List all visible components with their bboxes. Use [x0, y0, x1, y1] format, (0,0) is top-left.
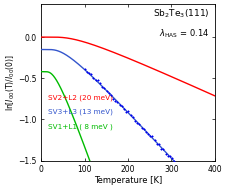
Text: SV1+L1 ( 8 meV ): SV1+L1 ( 8 meV ): [48, 123, 112, 129]
Y-axis label: ln[$I_{00}$(T)/$I_{00}$(0)]: ln[$I_{00}$(T)/$I_{00}$(0)]: [4, 54, 17, 111]
Text: SV2+L2 (20 meV): SV2+L2 (20 meV): [48, 95, 113, 101]
X-axis label: Temperature [K]: Temperature [K]: [93, 176, 161, 185]
Text: SV3+L3 (13 meV): SV3+L3 (13 meV): [48, 109, 113, 115]
Text: $\lambda_{\mathrm{HAS}}$ = 0.14: $\lambda_{\mathrm{HAS}}$ = 0.14: [158, 28, 208, 40]
Text: Sb$_2$Te$_3$(111): Sb$_2$Te$_3$(111): [152, 7, 208, 20]
